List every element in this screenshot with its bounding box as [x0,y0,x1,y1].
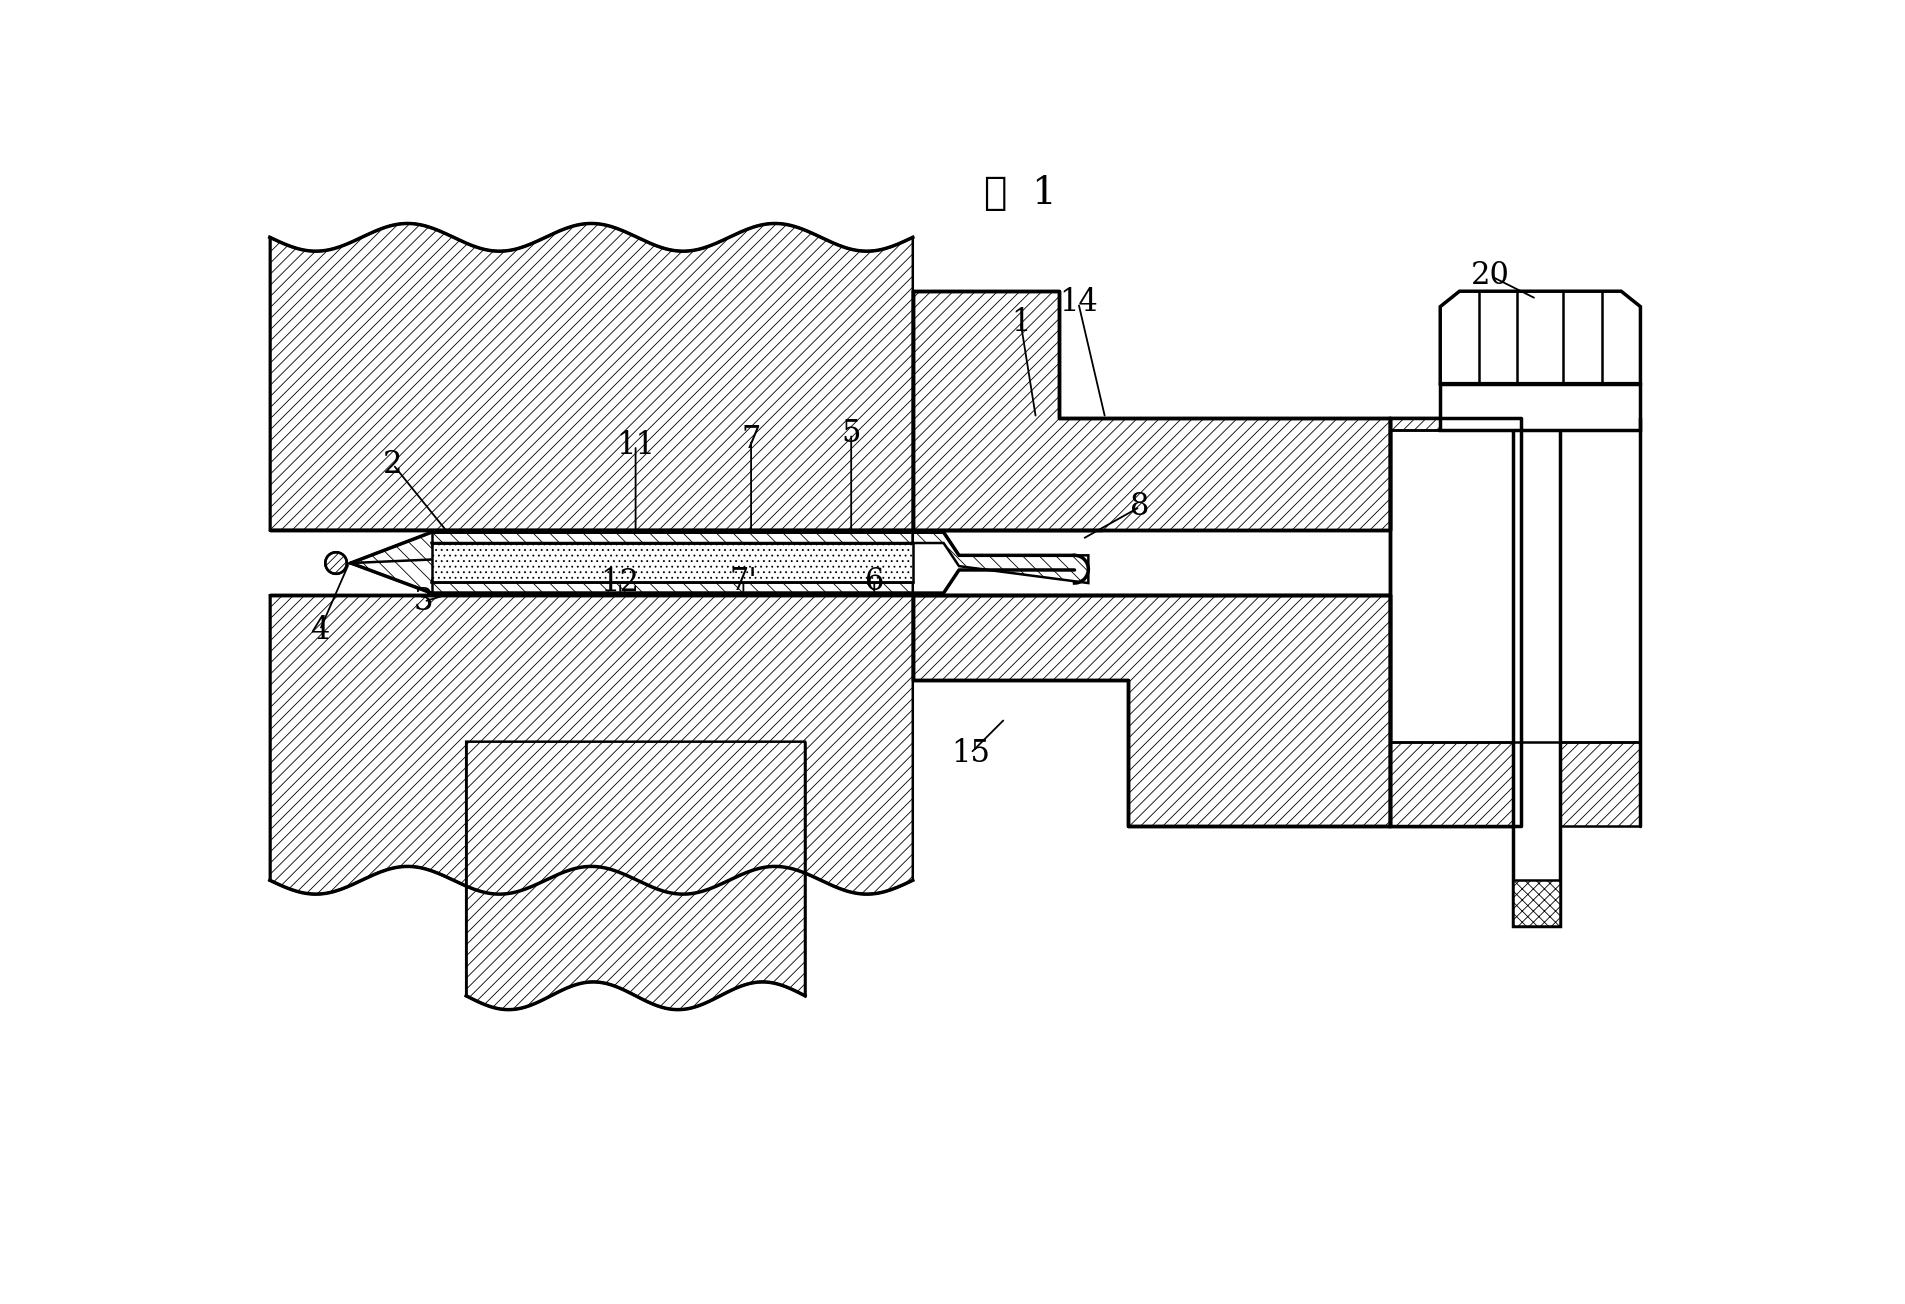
Text: 4: 4 [311,614,330,645]
Text: 7: 7 [741,424,760,455]
Text: 11: 11 [615,430,655,460]
Polygon shape [912,291,1391,529]
Polygon shape [1391,419,1520,827]
Polygon shape [1513,299,1560,926]
Polygon shape [1440,291,1640,383]
Text: 20: 20 [1471,261,1511,291]
Polygon shape [912,532,1088,583]
Text: 8: 8 [1130,492,1149,523]
Text: 图  1: 图 1 [985,175,1057,213]
Polygon shape [271,596,912,895]
Circle shape [326,553,347,574]
Polygon shape [912,596,1391,827]
Polygon shape [271,223,912,529]
Text: 5: 5 [842,419,861,449]
Text: 2: 2 [383,449,402,480]
Polygon shape [351,559,912,593]
Text: 7': 7' [730,566,758,597]
Text: 1: 1 [1012,306,1031,338]
Text: 3: 3 [413,585,434,617]
Text: 14: 14 [1059,287,1097,318]
Polygon shape [1513,880,1560,926]
Polygon shape [351,531,440,567]
Polygon shape [351,532,912,567]
Text: 12: 12 [600,567,640,597]
Polygon shape [467,742,806,1009]
Text: 15: 15 [951,738,991,769]
Polygon shape [432,542,912,583]
Text: 6: 6 [865,566,884,597]
Polygon shape [1391,419,1640,430]
Polygon shape [1440,383,1640,430]
Polygon shape [1391,742,1640,827]
